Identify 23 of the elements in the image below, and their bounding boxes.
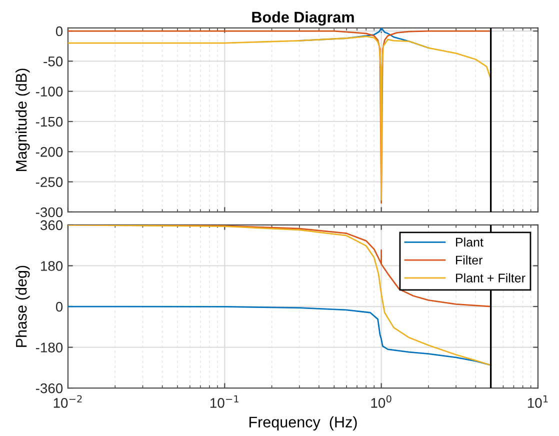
y-tick-label: -250 (36, 177, 63, 187)
y-tick-label: 360 (40, 220, 63, 230)
y-tick-label: -180 (36, 342, 63, 352)
y-tick-label: -300 (36, 207, 63, 218)
y-tick-label: -200 (36, 146, 63, 157)
y-tick-label: 0 (56, 302, 63, 312)
legend-label: Plant + Filter (456, 273, 526, 282)
y-tick-label: -360 (36, 383, 63, 394)
x-tick-label: 10$^{0}$ (371, 395, 392, 408)
x-axis-title: Frequency (Hz) (249, 416, 357, 431)
chart-title: Bode Diagram (252, 11, 354, 26)
legend-label: Filter (456, 255, 483, 265)
x-tick-label: 10$^{−1}$ (210, 395, 238, 408)
legend-label: Plant (456, 237, 484, 247)
x-tick-label: 10$^{1}$ (528, 395, 548, 408)
y-tick-label: -50 (44, 56, 63, 66)
y-axis-title: Phase (deg) (16, 266, 30, 347)
y-axis-title: Magnitude (dB) (16, 68, 30, 171)
y-tick-label: -150 (36, 116, 63, 127)
y-tick-label: 180 (41, 261, 63, 271)
y-tick-label: 0 (56, 26, 63, 36)
x-tick-label: 10$^{−2}$ (54, 395, 82, 408)
y-tick-label: -100 (36, 86, 63, 96)
